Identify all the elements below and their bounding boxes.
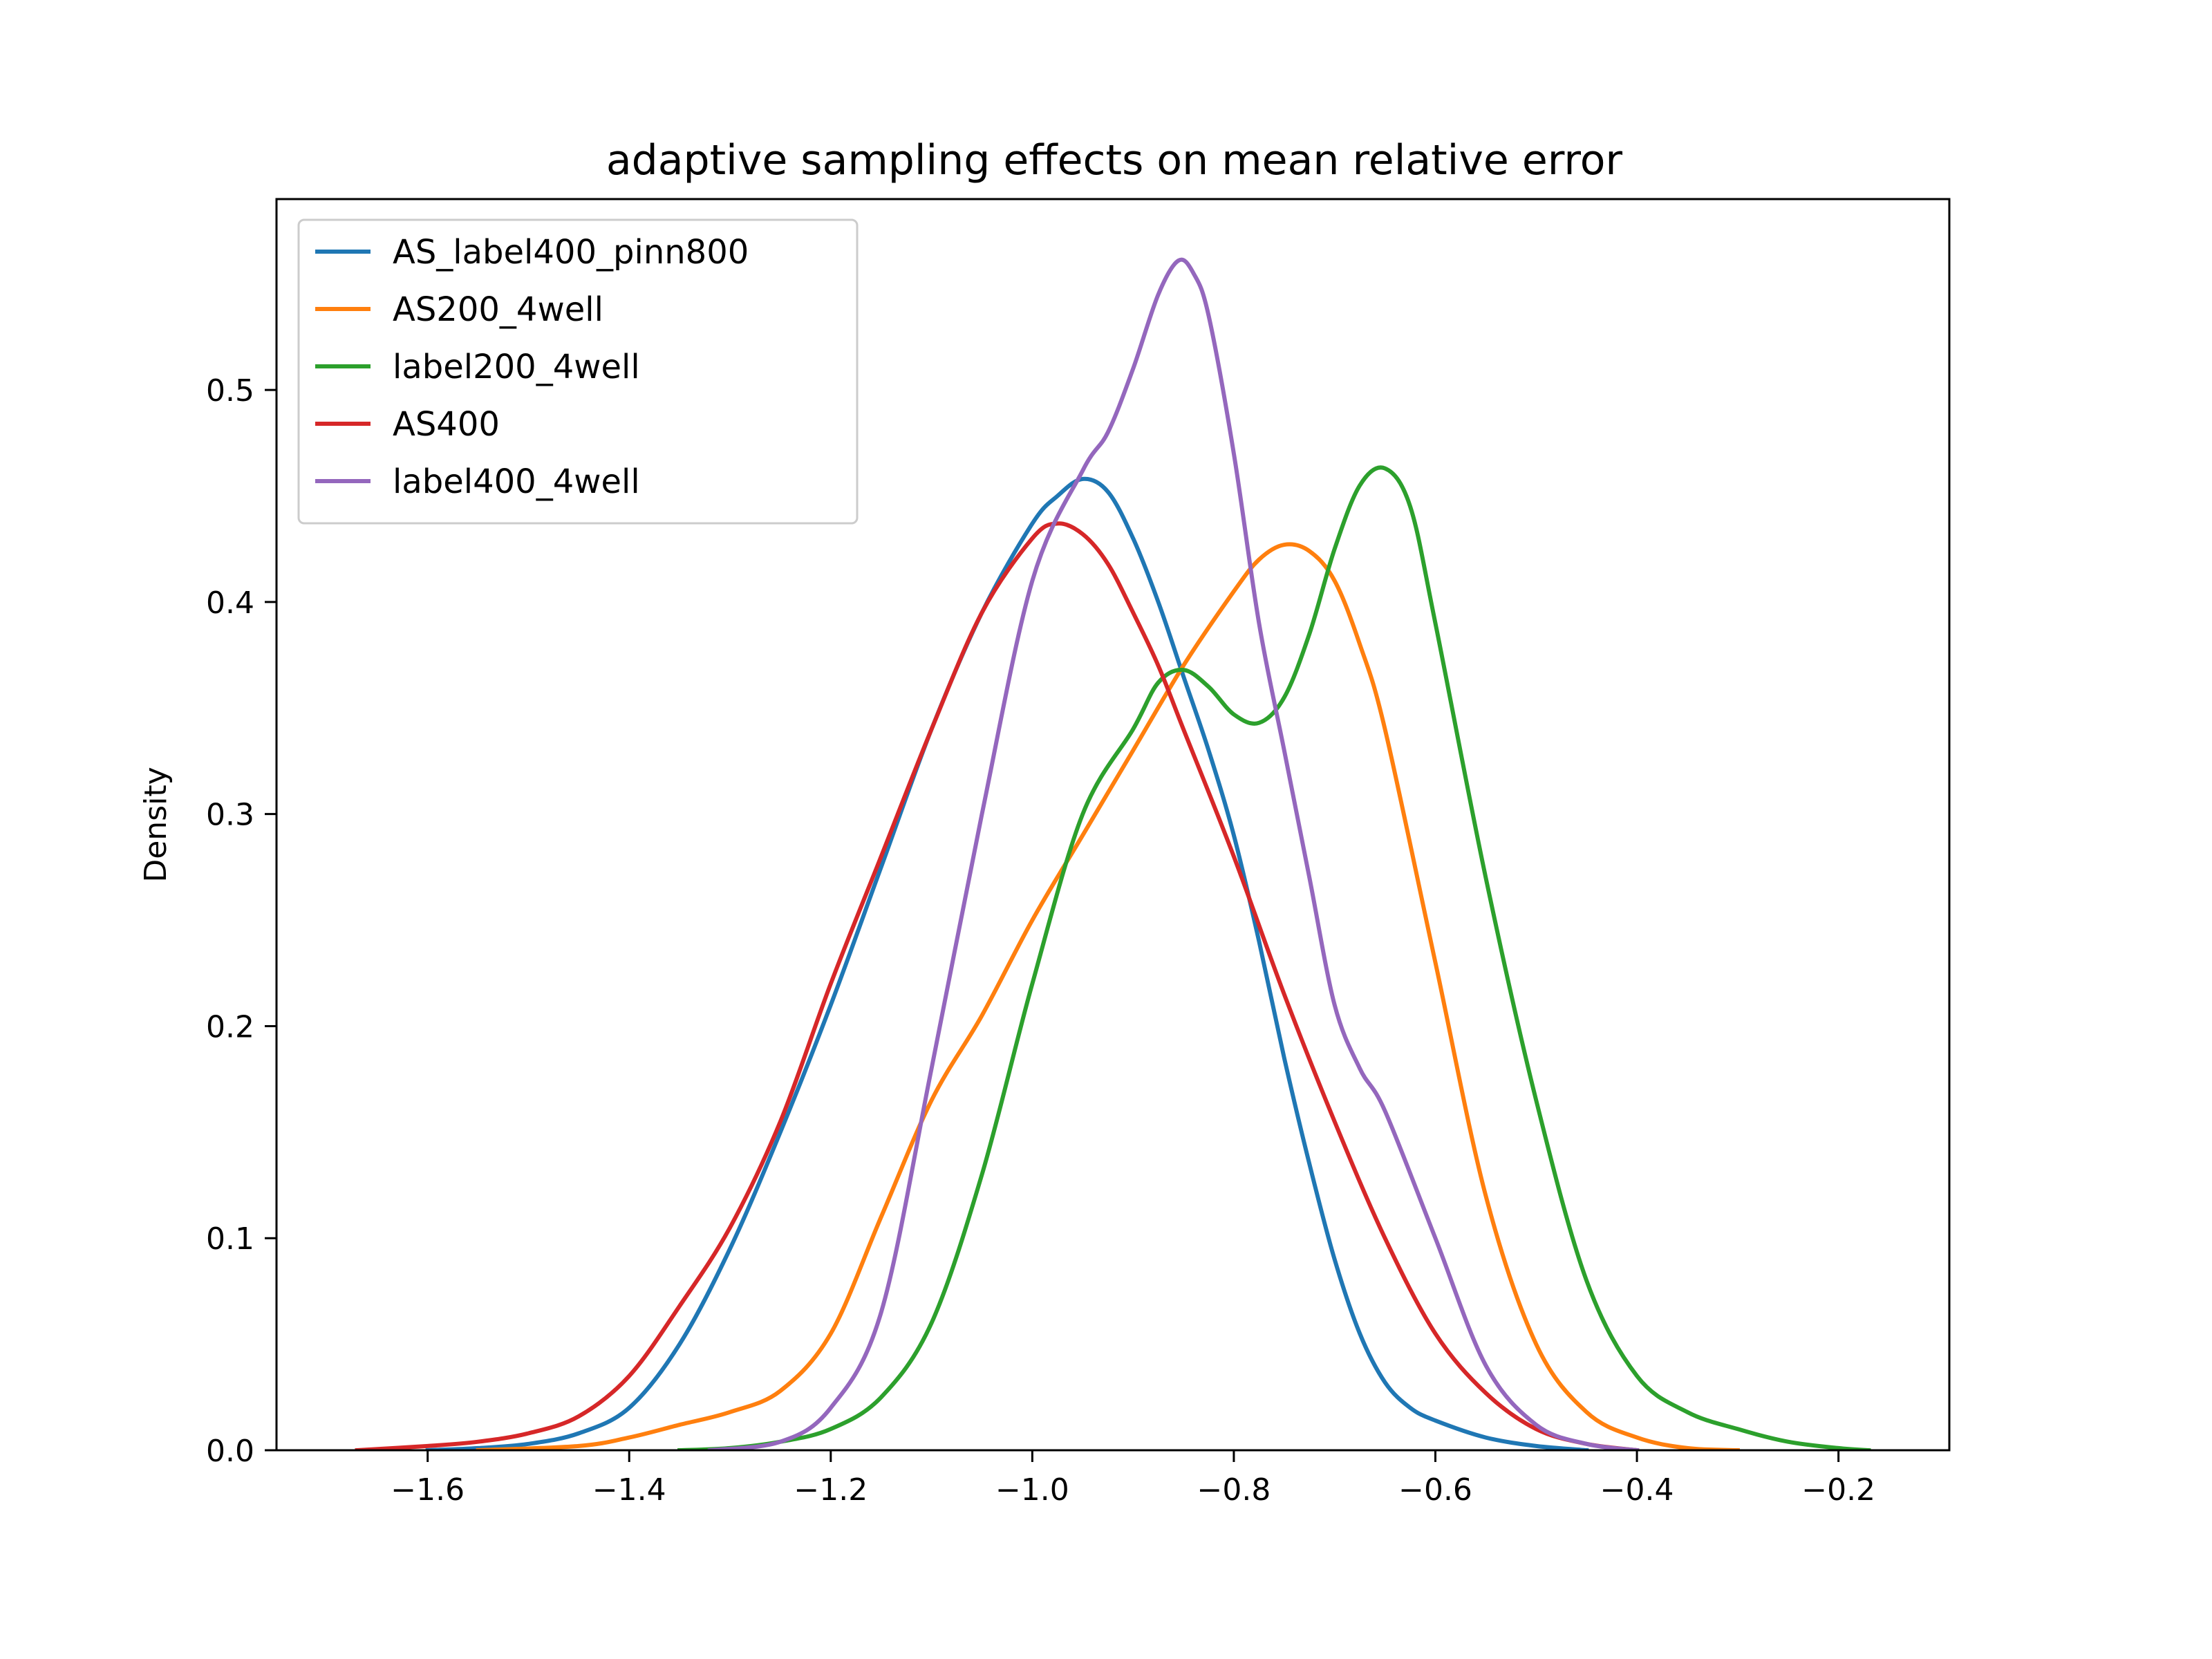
- legend-label: label200_4well: [393, 348, 640, 386]
- chart-title: adaptive sampling effects on mean relati…: [606, 136, 1623, 185]
- series-line-AS400: [355, 521, 1640, 1450]
- y-tick-label: 0.3: [206, 798, 254, 833]
- x-tick-label: −1.2: [794, 1472, 868, 1508]
- legend-label: AS200_4well: [393, 290, 603, 329]
- y-axis-label: Density: [138, 767, 174, 882]
- legend: AS_label400_pinn800 AS200_4well label200_4…: [297, 218, 859, 525]
- x-tick-label: −0.8: [1197, 1472, 1271, 1508]
- legend-label: AS_label400_pinn800: [393, 233, 749, 272]
- series-lines: [355, 257, 1871, 1450]
- x-tick-label: −1.6: [391, 1472, 465, 1508]
- series-line-AS200_4well: [476, 542, 1741, 1450]
- y-tick-label: 0.0: [206, 1434, 254, 1469]
- x-tick-label: −1.0: [995, 1472, 1069, 1508]
- y-tick-label: 0.5: [206, 373, 254, 409]
- y-tick-label: 0.4: [206, 585, 254, 621]
- series-line-label200_4well: [677, 465, 1871, 1450]
- series-line-AS_label400_pinn800: [425, 476, 1589, 1450]
- plot-area: [355, 257, 1871, 1450]
- legend-label: AS400: [393, 405, 500, 444]
- x-tick-label: −0.6: [1398, 1472, 1472, 1508]
- y-tick-label: 0.2: [206, 1009, 254, 1044]
- y-axis: 0.0 0.1 0.2 0.3 0.4 0.5: [206, 373, 276, 1469]
- axes-frame: [275, 198, 1951, 1452]
- x-tick-label: −1.4: [592, 1472, 666, 1508]
- y-tick-label: 0.1: [206, 1221, 254, 1257]
- x-tick-label: −0.2: [1801, 1472, 1875, 1508]
- x-tick-label: −0.4: [1600, 1472, 1674, 1508]
- x-axis: −1.6 −1.4 −1.2 −1.0 −0.8 −0.6 −0.4 −0.2: [391, 1450, 1875, 1508]
- legend-label: label400_4well: [393, 462, 640, 501]
- legend-box: [297, 218, 859, 525]
- series-line-label400_4well: [707, 257, 1640, 1450]
